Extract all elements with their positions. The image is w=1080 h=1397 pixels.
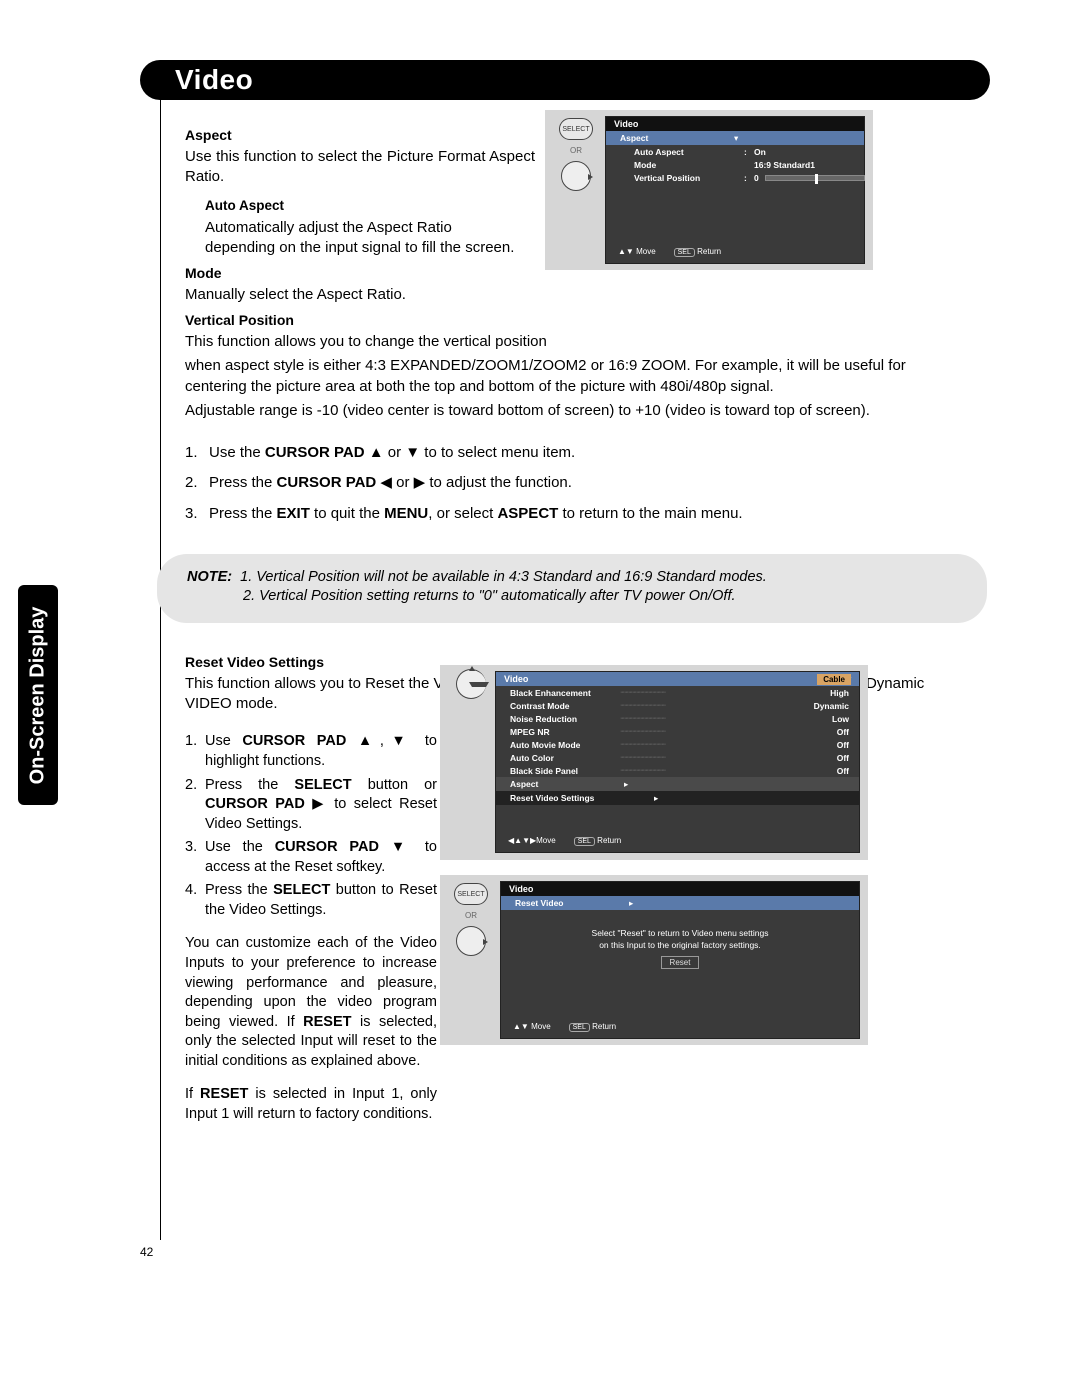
para-aspect: Use this function to select the Picture … [185,147,535,188]
osd-row: Black Enhancement·······················… [496,686,859,699]
heading-auto-aspect: Auto Aspect [205,197,975,215]
osd-row: Auto Color······························… [496,751,859,764]
osd-title: Video ▾ [496,672,859,686]
para-input1: If RESET is selected in Input 1, only In… [185,1085,437,1124]
para-vpos-3: Adjustable range is -10 (video center is… [185,401,965,421]
select-button-icon: SELECT [454,883,488,905]
note-line-1: 1. Vertical Position will not be availab… [240,569,767,585]
reset-softkey: Reset [661,956,700,969]
osd-row-aspect: Aspect▸ [496,777,859,791]
note-label: NOTE: [187,569,232,585]
input-badge: Cable [817,674,851,685]
osd-screenshot-reset: SELECT OR Video Reset Video▸ Select "Res… [440,875,868,1045]
dpad-icon [456,926,486,956]
note-line-2: 2. Vertical Position setting returns to … [243,587,957,607]
osd-footer: ▲▼ Move SEL Return [501,1019,628,1034]
para-auto-aspect: Automatically adjust the Aspect Ratio de… [205,218,525,259]
remote-hint [448,669,494,699]
margin-rule [160,100,161,1240]
chapter-side-tab: On-Screen Display [18,585,58,805]
para-mode: Manually select the Aspect Ratio. [185,285,975,305]
reset-step-1: 1.Use CURSOR PAD ▲,▼ to highlight functi… [185,732,437,771]
osd-row: Contrast Mode···························… [496,699,859,712]
osd-row-reset-video: Reset Video▸ [501,896,859,910]
osd-footer: ◀▲▼▶Move SEL Return [496,833,633,848]
reset-left-column: 1.Use CURSOR PAD ▲,▼ to highlight functi… [185,728,437,1128]
section-title-pill: Video [140,60,990,100]
reset-step-3: 3.Use the CURSOR PAD ▼ to access at the … [185,838,437,877]
step-3: 3.Press the EXIT to quit the MENU, or se… [185,504,975,524]
osd-screen: Video ▾ Cable Black Enhancement·········… [495,671,860,853]
heading-vpos: Vertical Position [185,311,975,330]
para-vpos-1: This function allows you to change the v… [185,332,965,352]
or-label: OR [465,911,477,920]
step-1: 1.Use the CURSOR PAD ▲ or ▼ to to select… [185,443,975,463]
manual-page: Video On-Screen Display 42 SELECT OR Vid… [0,0,1080,1397]
osd-row: Auto Movie Mode·························… [496,738,859,751]
osd-message: Select "Reset" to return to Video menu s… [501,924,859,973]
osd-row: Black Side Panel························… [496,764,859,777]
step-2: 2.Press the CURSOR PAD ◀ or ▶ to adjust … [185,473,975,493]
chapter-side-label: On-Screen Display [27,606,50,784]
heading-mode: Mode [185,264,975,283]
osd-title: Video [501,882,859,896]
osd-row: MPEG NR·································… [496,725,859,738]
note-box: NOTE: 1. Vertical Position will not be a… [157,554,987,623]
remote-hint: SELECT OR [448,883,494,956]
reset-step-2: 2.Press the SELECT button or CURSOR PAD … [185,776,437,835]
steps-list: 1.Use the CURSOR PAD ▲ or ▼ to to select… [185,443,975,524]
osd-screenshot-video-menu: Video ▾ Cable Black Enhancement·········… [440,665,868,860]
osd-row-reset: Reset Video Settings▸ [496,791,859,805]
para-vpos-2: when aspect style is either 4:3 EXPANDED… [185,356,965,397]
reset-step-4: 4.Press the SELECT button to Reset the V… [185,881,437,920]
section-title: Video [175,64,253,96]
osd-row: Noise Reduction·························… [496,712,859,725]
page-number: 42 [140,1245,153,1259]
para-customize: You can customize each of the Video Inpu… [185,934,437,1071]
osd-screen: Video Reset Video▸ Select "Reset" to ret… [500,881,860,1039]
reset-steps: 1.Use CURSOR PAD ▲,▼ to highlight functi… [185,732,437,920]
dpad-icon [456,669,486,699]
heading-aspect: Aspect [185,126,975,145]
